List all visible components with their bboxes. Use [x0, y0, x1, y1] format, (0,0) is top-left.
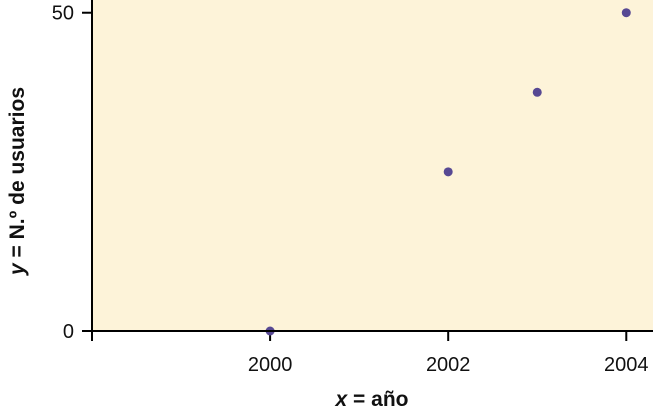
y-axis-title-variable: y	[6, 262, 29, 276]
x-tick-label: 2004	[604, 354, 649, 376]
data-point	[621, 8, 631, 18]
y-axis-title: y = N.º de usuarios	[6, 87, 29, 276]
y-tick-label: 50	[52, 3, 74, 25]
x-tick-label: 2000	[248, 354, 293, 376]
y-tick-label: 0	[63, 321, 74, 343]
x-axis-title-text: = año	[347, 388, 408, 411]
y-axis-title-text: = N.º de usuarios	[6, 87, 29, 263]
x-axis-title-variable: x	[335, 388, 349, 411]
y-axis-ticks: 0 50	[52, 3, 92, 343]
x-tick-label: 2002	[426, 354, 471, 376]
data-point	[443, 167, 453, 177]
data-point	[532, 87, 542, 97]
plot-area-background	[92, 0, 653, 331]
x-axis-ticks: 2000 2002 2004	[248, 331, 649, 376]
x-axis-title: x = año	[335, 388, 409, 411]
